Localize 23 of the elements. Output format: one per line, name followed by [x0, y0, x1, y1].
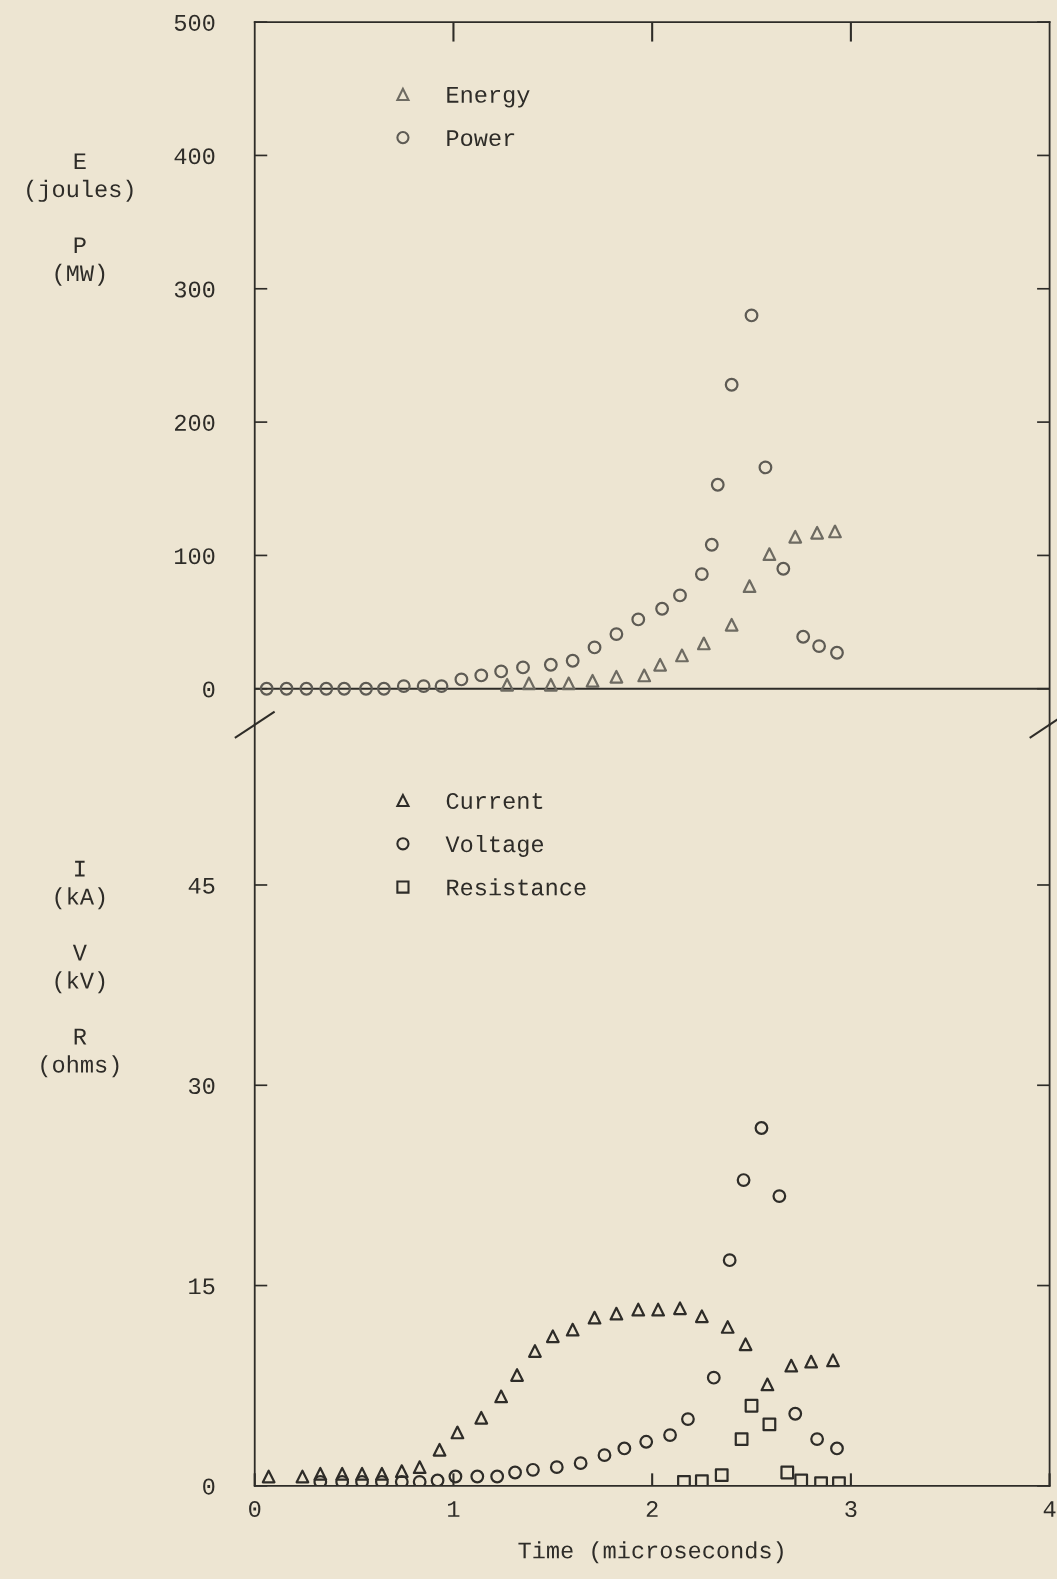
y-tick-label: 15 — [189, 1278, 215, 1295]
y-tick-label: 0 — [203, 1478, 215, 1495]
x-tick-label: 2 — [646, 1501, 658, 1517]
legend-label: Current — [446, 792, 543, 810]
x-tick-label: 0 — [249, 1501, 261, 1518]
x-tick-label: 1 — [448, 1501, 460, 1517]
x-tick-label: 3 — [845, 1501, 857, 1518]
y-tick-label: 0 — [203, 681, 215, 698]
y-tick-label: 500 — [174, 14, 215, 31]
y-tick-label: 400 — [174, 148, 215, 165]
y-tick-label: 200 — [175, 414, 215, 431]
y-tick-label: 300 — [174, 281, 215, 298]
text: E (joules) P (MW) — [27, 153, 133, 286]
x-tick-label: 4 — [1043, 1501, 1056, 1517]
legend-label: Voltage — [445, 834, 544, 857]
legend-label: Resistance — [447, 878, 586, 896]
legend-label: Energy — [447, 87, 530, 108]
y-tick-label: 45 — [188, 877, 215, 894]
y-tick-label: 100 — [175, 548, 215, 565]
legend-label: Power — [447, 130, 515, 147]
x-axis-title: Time (microseconds) — [518, 1541, 783, 1564]
text: I (kA) V (kV) R (ohms) — [41, 860, 119, 1078]
y-tick-label: 30 — [188, 1078, 215, 1095]
